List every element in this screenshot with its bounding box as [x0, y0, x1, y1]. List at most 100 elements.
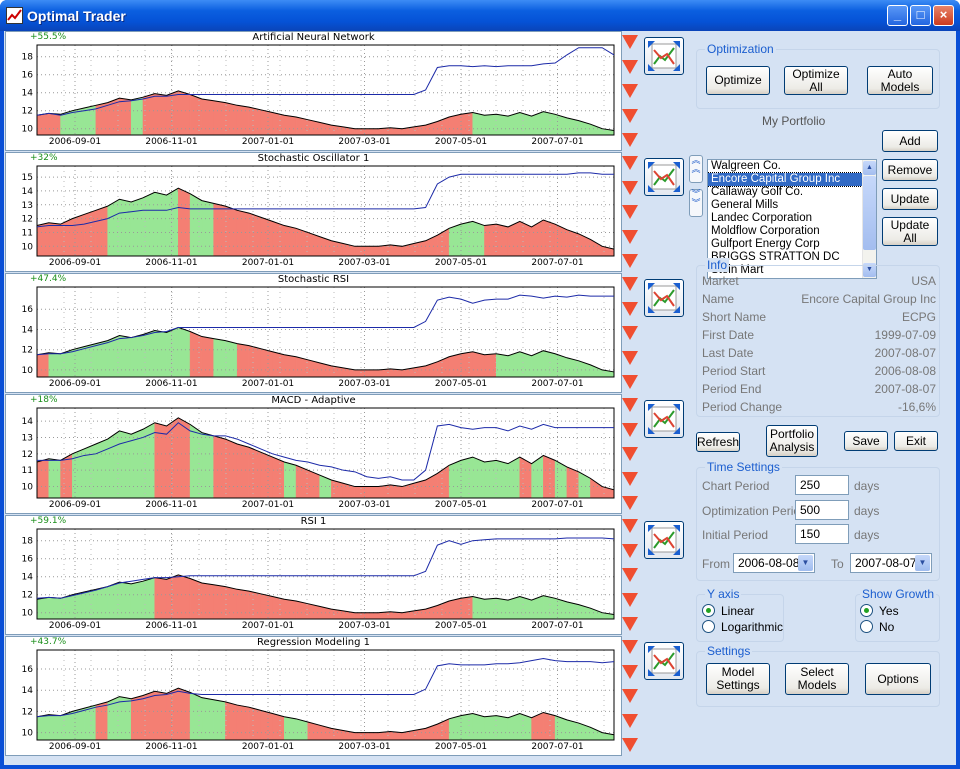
x-tick-label: 2006-09-01: [49, 500, 101, 510]
chart-optimize-button[interactable]: [644, 279, 684, 317]
sell-arrow-icon: [622, 592, 638, 607]
expand-chart-icon: [648, 646, 680, 676]
scroll-thumb[interactable]: [863, 176, 876, 250]
portfolio-item[interactable]: Walgreen Co.: [711, 160, 781, 172]
x-tick-label: 2006-09-01: [49, 742, 101, 752]
portfolio-item[interactable]: Callaway Golf Co.: [711, 186, 804, 198]
regime-segment: [119, 198, 132, 257]
chart-period-input[interactable]: 250: [795, 475, 849, 495]
y-tick-label: 13: [22, 201, 33, 211]
maximize-button[interactable]: □: [910, 5, 931, 26]
to-date-picker[interactable]: 2007-08-07 ▼: [850, 553, 932, 573]
portfolio-item[interactable]: Encore Capital Group Inc: [708, 172, 876, 187]
optimization-group: Optimization Optimize Optimize All Auto …: [696, 42, 940, 109]
sell-arrow-icon: [622, 398, 638, 412]
regime-segment: [48, 222, 61, 257]
regime-segment: [437, 227, 450, 257]
sell-arrow-icon: [622, 738, 638, 752]
auto-models-button[interactable]: Auto Models: [867, 66, 933, 95]
logarithmic-radio[interactable]: [702, 620, 715, 633]
regime-segment: [543, 219, 556, 257]
regime-segment: [189, 94, 203, 136]
from-date-value: 2006-08-08: [738, 556, 800, 570]
regime-segment: [83, 443, 97, 499]
regime-segment: [437, 464, 450, 499]
y-tick-label: 10: [22, 242, 34, 252]
optimize-button[interactable]: Optimize: [706, 66, 770, 95]
y-tick-label: 12: [22, 215, 33, 225]
portfolio-item[interactable]: Moldflow Corporation: [711, 225, 820, 237]
portfolio-listbox[interactable]: Walgreen Co. Encore Capital Group Inc Call…: [707, 159, 877, 279]
portfolio-item[interactable]: Gulfport Energy Corp: [711, 238, 820, 250]
chart-optimize-button[interactable]: [644, 400, 684, 438]
linear-radio[interactable]: [702, 604, 715, 617]
regime-segment: [236, 209, 250, 257]
optimization-period-input[interactable]: 500: [795, 500, 849, 520]
initial-period-input[interactable]: 150: [795, 524, 849, 544]
chart-0[interactable]: 10 12 14 16 18 2006-09-01 2006-11-01 2007-01-01…: [5, 31, 622, 151]
chart-optimize-button[interactable]: [644, 642, 684, 680]
growth-yes-radio[interactable]: [860, 604, 873, 617]
portfolio-item[interactable]: Landec Corporation: [711, 212, 813, 224]
chart-2[interactable]: 10 12 14 16 2006-09-01 2006-11-01 2007-01-01 20…: [5, 273, 622, 393]
info-value: 1999-07-09: [874, 328, 936, 342]
regime-segment: [543, 111, 556, 136]
price-line: [36, 687, 615, 736]
regime-segment: [460, 221, 473, 257]
portfolio-scrollbar[interactable]: ▲ ▼: [862, 160, 876, 278]
close-button[interactable]: ×: [933, 5, 954, 26]
regime-segment: [154, 93, 167, 136]
regime-segment: [272, 221, 285, 257]
regime-segment: [578, 471, 591, 499]
x-tick-label: 2006-11-01: [145, 379, 197, 389]
y-tick-label: 16: [22, 665, 34, 675]
growth-no-radio[interactable]: [860, 620, 873, 633]
portfolio-analysis-button[interactable]: Portfolio Analysis: [766, 425, 818, 457]
exit-button[interactable]: Exit: [894, 431, 938, 451]
add-button[interactable]: Add: [882, 130, 938, 152]
sell-arrow-icon: [622, 156, 638, 170]
chart-optimize-button[interactable]: [644, 521, 684, 559]
regime-segment: [448, 597, 462, 620]
x-tick-label: 2007-03-01: [338, 137, 390, 147]
refresh-button[interactable]: Refresh: [696, 432, 740, 452]
portfolio-item[interactable]: BRIGGS STRATTON DC: [711, 251, 840, 263]
scroll-up-icon[interactable]: ▲: [863, 161, 876, 175]
regime-segment: [495, 460, 509, 499]
chart-3[interactable]: 10 11 12 13 14 2006-09-01 2006-11-01 2007-01-01…: [5, 394, 622, 514]
options-button[interactable]: Options: [865, 663, 931, 695]
from-date-picker[interactable]: 2006-08-08 ▼: [733, 553, 815, 573]
regime-segment: [543, 712, 556, 741]
update-button[interactable]: Update: [882, 188, 938, 210]
move-down-button[interactable]: ︾ ︾: [689, 189, 703, 217]
sell-arrow-icon: [622, 543, 638, 558]
title-bar[interactable]: Optimal Trader _ □ ×: [0, 0, 960, 31]
select-models-button[interactable]: Select Models: [785, 663, 849, 695]
optimize-all-button[interactable]: Optimize All: [784, 66, 848, 95]
chart-5[interactable]: 10 12 14 16 2006-09-01 2006-11-01 2007-01-01 20…: [5, 636, 622, 756]
portfolio-item[interactable]: General Mills: [711, 199, 779, 211]
regime-segment: [342, 482, 356, 499]
regime-segment: [225, 340, 238, 378]
sell-arrow-icon: [622, 229, 638, 244]
regime-segment: [460, 112, 473, 136]
sell-arrow-icon: [622, 84, 638, 98]
x-tick-label: 2007-03-01: [338, 258, 390, 268]
save-button[interactable]: Save: [844, 431, 888, 451]
regime-segment: [213, 338, 226, 378]
minimize-button[interactable]: _: [887, 5, 908, 26]
move-up-button[interactable]: ︽ ︽: [689, 155, 703, 183]
remove-button[interactable]: Remove: [882, 159, 938, 181]
chevron-down-icon[interactable]: ▼: [915, 555, 930, 571]
chart-optimize-button[interactable]: [644, 158, 684, 196]
scroll-down-icon[interactable]: ▼: [863, 263, 876, 277]
chart-optimize-button[interactable]: [644, 37, 684, 75]
chevron-down-icon[interactable]: ▼: [798, 555, 813, 571]
sell-arrow-icon: [622, 133, 638, 147]
chart-1[interactable]: 10 11 12 13 14 15 2006-09-01 2006-11-01 2007-01-…: [5, 152, 622, 272]
update-all-button[interactable]: Update All: [882, 217, 938, 246]
chart-4[interactable]: 10 12 14 16 18 2006-09-01 2006-11-01 2007-01-01…: [5, 515, 622, 635]
model-settings-button[interactable]: Model Settings: [706, 663, 770, 695]
y-tick-label: 11: [22, 466, 33, 476]
y-tick-label: 12: [22, 107, 33, 117]
